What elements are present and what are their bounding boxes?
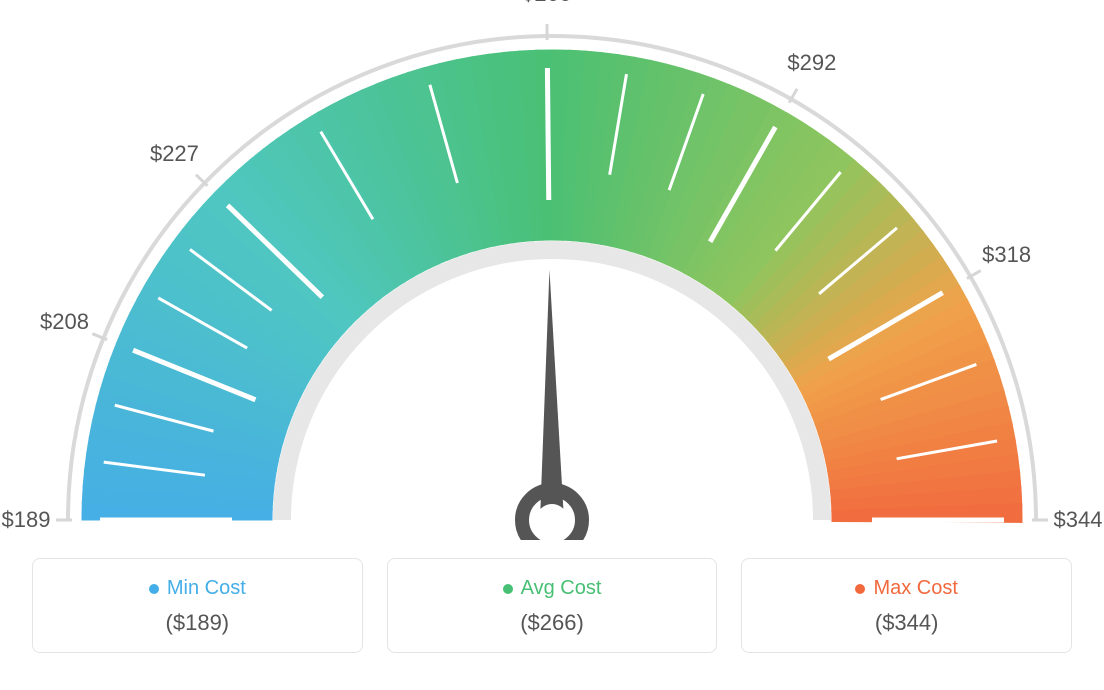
- legend-title-text: Avg Cost: [521, 577, 602, 600]
- legend-title-text: Max Cost: [873, 577, 957, 600]
- legend-title-avg: Avg Cost: [503, 577, 602, 600]
- legend-value-avg: ($266): [398, 610, 707, 636]
- tick-label: $227: [150, 141, 199, 167]
- tick-label: $189: [2, 507, 51, 533]
- needle: [540, 270, 564, 520]
- legend-value-min: ($189): [43, 610, 352, 636]
- legend-card-min: Min Cost ($189): [32, 558, 363, 653]
- tick-label: $292: [787, 50, 836, 76]
- tick-label: $344: [1054, 507, 1103, 533]
- legend-dot-icon: [855, 584, 865, 594]
- gauge-chart: $189$208$227$266$292$318$344: [22, 20, 1082, 540]
- tick-label: $318: [982, 242, 1031, 268]
- gauge-svg: [22, 20, 1082, 540]
- legend-title-min: Min Cost: [149, 577, 246, 600]
- legend-title-text: Min Cost: [167, 577, 246, 600]
- band-tick: [547, 68, 548, 200]
- needle-hub-inner: [536, 504, 568, 536]
- legend-title-max: Max Cost: [855, 577, 957, 600]
- legend-row: Min Cost ($189) Avg Cost ($266) Max Cost ($34…: [32, 558, 1072, 653]
- legend-card-avg: Avg Cost ($266): [387, 558, 718, 653]
- legend-dot-icon: [149, 584, 159, 594]
- legend-value-max: ($344): [752, 610, 1061, 636]
- tick-label: $266: [522, 0, 571, 7]
- legend-dot-icon: [503, 584, 513, 594]
- tick-label: $208: [40, 309, 89, 335]
- legend-card-max: Max Cost ($344): [741, 558, 1072, 653]
